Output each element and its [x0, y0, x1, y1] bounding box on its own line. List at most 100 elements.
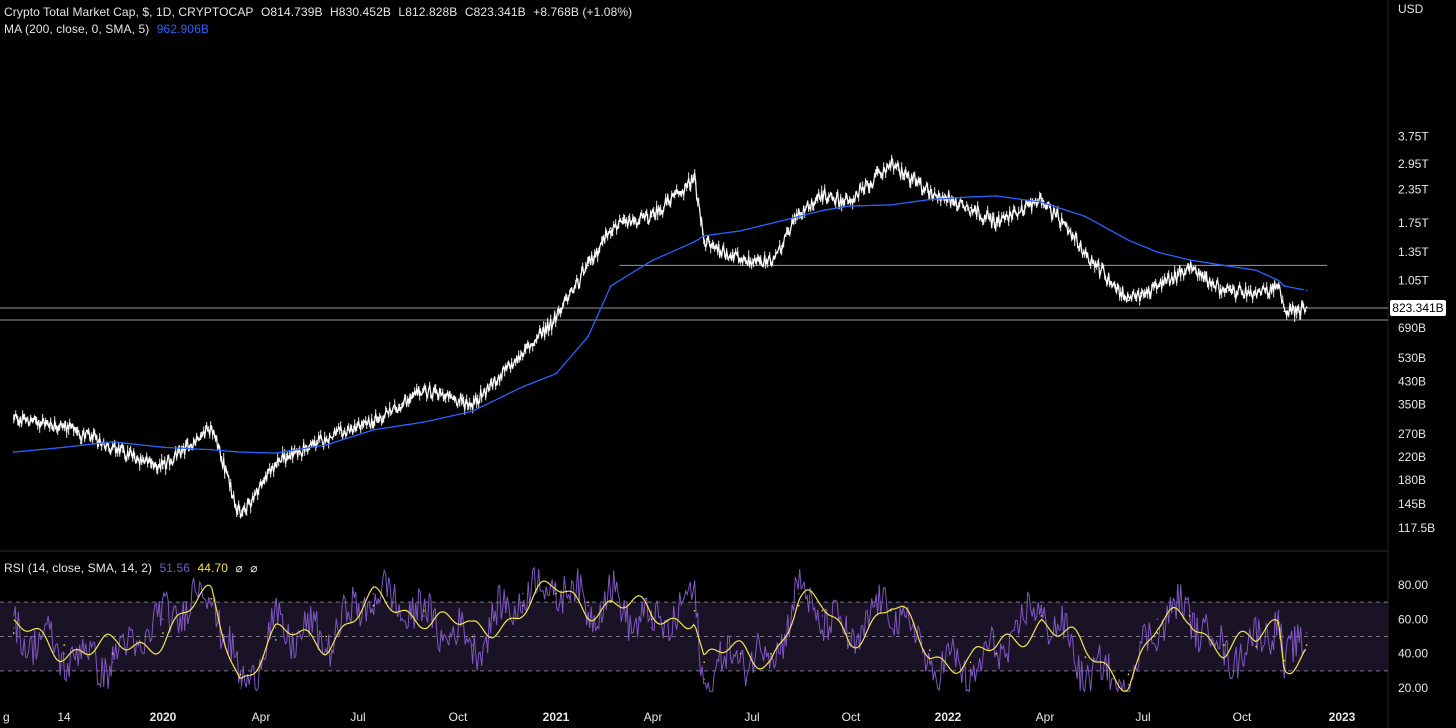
price-data-point	[1305, 306, 1308, 308]
price-tick-label: 350B	[1398, 398, 1426, 412]
change-value: +8.768B (+1.08%)	[533, 5, 633, 19]
rsi-ma-data-point	[111, 652, 114, 655]
low-value: L812.828B	[398, 5, 458, 19]
rsi-extra-1: ⌀	[235, 561, 243, 575]
price-tick-label: 1.75T	[1398, 216, 1429, 230]
price-data-point	[890, 162, 892, 165]
price-data-point	[162, 467, 164, 469]
price-tick-label: 3.75T	[1398, 130, 1429, 144]
price-data-point	[1040, 197, 1043, 200]
rsi-tick-label: 80.00	[1398, 578, 1428, 592]
rsi-ma-data-point	[239, 673, 242, 676]
price-data-point	[1283, 310, 1285, 313]
price-data-point	[239, 515, 242, 518]
rsi-tick-label: 40.00	[1398, 647, 1428, 661]
rsi-series-line	[13, 566, 1306, 694]
ma-data-point	[890, 204, 892, 206]
price-data-point	[650, 215, 653, 218]
ma-data-point	[739, 230, 742, 232]
chart-title: Crypto Total Market Cap, $, 1D, CRYPTOCA…	[4, 5, 254, 19]
ma-data-point	[703, 234, 706, 237]
rsi-ma-data-point	[587, 601, 590, 603]
price-data-point	[1156, 285, 1159, 287]
rsi-ma-data-point	[1277, 621, 1280, 624]
ma-value: 962.906B	[156, 22, 209, 36]
rsi-tick-label: 60.00	[1398, 612, 1428, 626]
ma-data-point	[650, 260, 653, 262]
rsi-ma-data-point	[471, 635, 474, 638]
high-value: H830.452B	[330, 5, 391, 19]
ma-data-point	[848, 205, 851, 207]
rsi-value: 51.56	[159, 561, 191, 575]
ma-data-point	[995, 195, 998, 197]
ma-data-point	[1156, 251, 1159, 253]
ma-legend[interactable]: MA (200, close, 0, SMA, 5) 962.906B	[4, 22, 213, 36]
price-tick-label: 117.5B	[1398, 521, 1435, 535]
price-tick-label: 690B	[1398, 321, 1426, 335]
price-tick-label: 270B	[1398, 427, 1426, 441]
rsi-ma-data-point	[969, 661, 972, 664]
rsi-data-point	[693, 601, 696, 603]
ma-data-point	[210, 448, 213, 451]
rsi-ma-value: 44.70	[197, 561, 229, 575]
price-data-point	[797, 212, 800, 215]
ma-data-point	[423, 421, 425, 423]
time-tick-label: Apr	[1036, 710, 1055, 724]
ma-data-point	[325, 444, 328, 446]
open-value: O814.739B	[260, 5, 323, 19]
price-data-point	[210, 425, 213, 427]
rsi-legend[interactable]: RSI (14, close, SMA, 14, 2) 51.56 44.70 …	[4, 561, 262, 575]
time-tick-label: 2023	[1329, 710, 1356, 724]
rsi-ma-data-point	[162, 632, 164, 634]
rsi-data-point	[587, 604, 590, 607]
price-data-point	[63, 425, 66, 427]
ma-series-line	[13, 195, 1304, 454]
rsi-data-point	[650, 627, 653, 629]
ma-data-point	[1283, 285, 1285, 287]
rsi-data-point	[162, 618, 164, 621]
rsi-data-point	[210, 587, 213, 590]
time-tick-label: Oct	[842, 710, 861, 724]
rsi-ma-series-line	[13, 580, 1307, 692]
rsi-extra-2: ⌀	[250, 561, 258, 575]
rsi-ma-data-point	[1156, 632, 1159, 634]
rsi-data-point	[1188, 609, 1191, 612]
ma-data-point	[111, 440, 114, 443]
last-price-box	[1390, 299, 1446, 316]
rsi-ma-data-point	[274, 639, 277, 641]
price-data-point	[739, 259, 742, 261]
price-data-point	[848, 201, 851, 203]
last-price-label: 823.341B	[1392, 301, 1443, 315]
rsi-ma-data-point	[610, 601, 612, 603]
ma-data-point	[1277, 279, 1280, 282]
price-tick-label: 1.35T	[1398, 245, 1429, 259]
rsi-ma-data-point	[210, 597, 213, 600]
ma-data-point	[821, 209, 824, 212]
rsi-ma-data-point	[1283, 659, 1285, 662]
price-data-point	[995, 221, 998, 224]
rsi-ma-data-point	[1255, 646, 1258, 648]
rsi-ma-data-point	[1305, 644, 1308, 646]
rsi-data-point	[1277, 609, 1280, 612]
rsi-ma-data-point	[703, 661, 706, 664]
price-tick-label: 1.05T	[1398, 274, 1429, 288]
ma-data-point	[63, 446, 66, 449]
ma-data-point	[1223, 264, 1225, 267]
price-data-point	[521, 352, 524, 355]
ma-data-point	[610, 285, 612, 287]
rsi-data-point	[239, 687, 242, 689]
ma-data-point	[1084, 215, 1087, 218]
price-data-point	[1084, 252, 1087, 254]
rsi-tick-label: 20.00	[1398, 681, 1428, 695]
price-series-line	[13, 157, 1307, 520]
rsi-ma-data-point	[1188, 615, 1191, 617]
rsi-ma-data-point	[372, 604, 375, 607]
price-tick-label: 180B	[1398, 473, 1426, 487]
rsi-ma-data-point	[693, 609, 696, 612]
rsi-label: RSI (14, close, SMA, 14, 2)	[4, 561, 153, 575]
rsi-data-point	[1283, 673, 1285, 676]
price-data-point	[969, 206, 972, 209]
rsi-ma-data-point	[63, 644, 66, 646]
price-tick-label: 2.95T	[1398, 157, 1429, 171]
